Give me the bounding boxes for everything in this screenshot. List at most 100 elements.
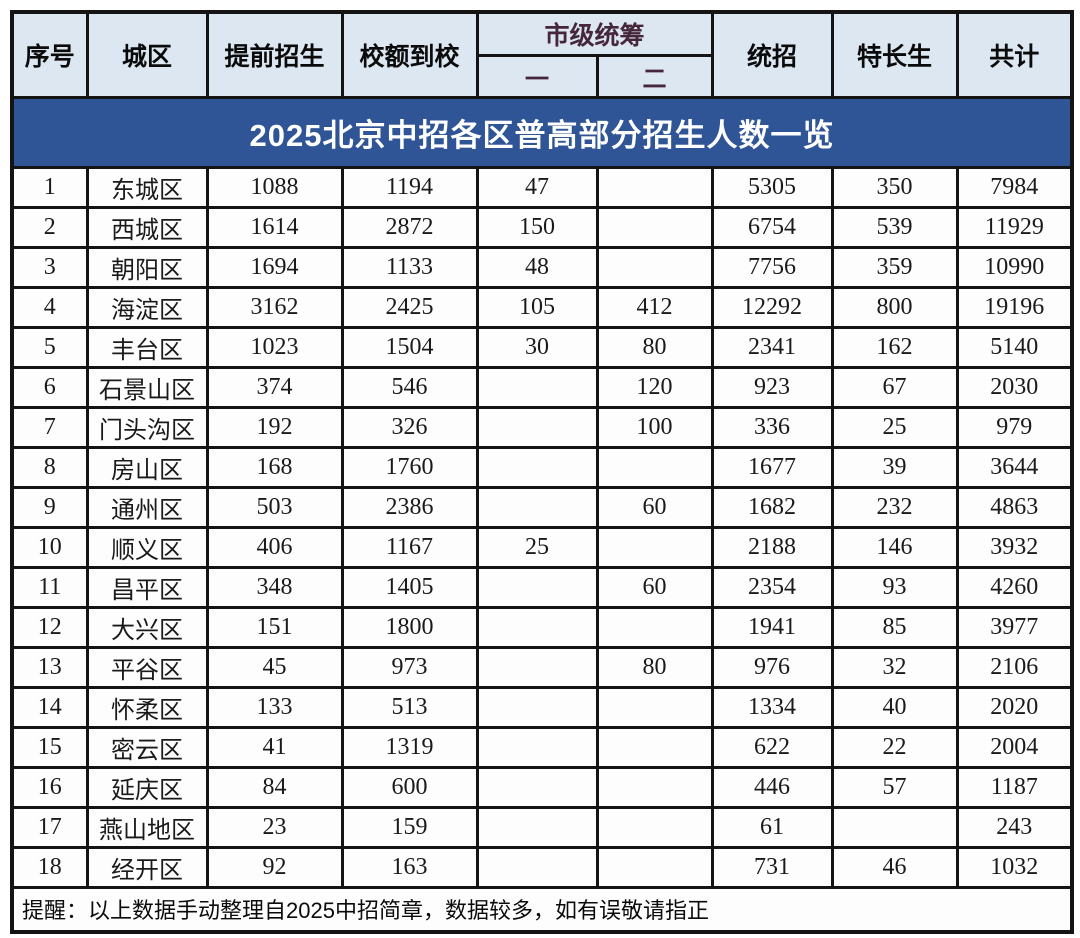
- table-row: 3 朝阳区 1694 1133 48 7756 359 10990: [10, 246, 1074, 289]
- cell-district: 房山区: [85, 446, 209, 489]
- cell-early-admission: 1694: [205, 246, 344, 289]
- cell-early-admission: 151: [205, 606, 344, 649]
- cell-total: 10990: [955, 246, 1074, 289]
- header-unified-admission: 统招: [710, 10, 834, 99]
- cell-school-quota: 1504: [340, 326, 479, 369]
- cell-special-talent: 39: [830, 446, 959, 489]
- cell-total: 2020: [955, 686, 1074, 729]
- header-school-quota: 校额到校: [340, 10, 479, 99]
- cell-city-sub2: 80: [595, 646, 714, 689]
- cell-total: 1032: [955, 846, 1074, 889]
- cell-city-sub2: [595, 686, 714, 729]
- title-section: 2025北京中招各区普高部分招生人数一览: [10, 96, 1074, 169]
- header-district: 城区: [85, 10, 209, 99]
- cell-early-admission: 503: [205, 486, 344, 529]
- cell-school-quota: 973: [340, 646, 479, 689]
- cell-unified-admission: 1682: [710, 486, 834, 529]
- cell-school-quota: 546: [340, 366, 479, 409]
- table-row: 18 经开区 92 163 731 46 1032: [10, 846, 1074, 889]
- cell-special-talent: 32: [830, 646, 959, 689]
- cell-early-admission: 348: [205, 566, 344, 609]
- cell-seq: 1: [10, 166, 89, 209]
- table-row: 10 顺义区 406 1167 25 2188 146 3932: [10, 526, 1074, 569]
- cell-school-quota: 326: [340, 406, 479, 449]
- cell-city-sub1: 48: [475, 246, 599, 289]
- cell-early-admission: 41: [205, 726, 344, 769]
- cell-district: 经开区: [85, 846, 209, 889]
- cell-early-admission: 3162: [205, 286, 344, 329]
- table-row: 2 西城区 1614 2872 150 6754 539 11929: [10, 206, 1074, 249]
- header-city-coordination: 市级统筹: [475, 10, 714, 57]
- admissions-table: 2025北京中招各区普高部分招生人数一览 序号 城区 提前招生 校额到校 市级统…: [10, 10, 1075, 934]
- cell-district: 燕山地区: [85, 806, 209, 849]
- cell-special-talent: 22: [830, 726, 959, 769]
- cell-city-sub1: 105: [475, 286, 599, 329]
- cell-early-admission: 84: [205, 766, 344, 809]
- cell-seq: 13: [10, 646, 89, 689]
- cell-early-admission: 133: [205, 686, 344, 729]
- cell-city-sub2: [595, 846, 714, 889]
- cell-total: 3644: [955, 446, 1074, 489]
- cell-district: 丰台区: [85, 326, 209, 369]
- cell-city-sub2: [595, 206, 714, 249]
- cell-district: 怀柔区: [85, 686, 209, 729]
- title-bar: 2025北京中招各区普高部分招生人数一览: [10, 96, 1074, 169]
- cell-special-talent: 46: [830, 846, 959, 889]
- cell-school-quota: 1405: [340, 566, 479, 609]
- cell-early-admission: 192: [205, 406, 344, 449]
- cell-school-quota: 2872: [340, 206, 479, 249]
- cell-city-sub1: [475, 446, 599, 489]
- table-row: 1 东城区 1088 1194 47 5305 350 7984: [10, 166, 1074, 209]
- cell-special-talent: 40: [830, 686, 959, 729]
- cell-unified-admission: 923: [710, 366, 834, 409]
- cell-city-sub2: 120: [595, 366, 714, 409]
- cell-city-sub1: 150: [475, 206, 599, 249]
- cell-city-sub1: [475, 406, 599, 449]
- cell-total: 979: [955, 406, 1074, 449]
- cell-seq: 5: [10, 326, 89, 369]
- header-early-admission: 提前招生: [205, 10, 344, 99]
- cell-special-talent: 350: [830, 166, 959, 209]
- cell-early-admission: 45: [205, 646, 344, 689]
- cell-city-sub2: 100: [595, 406, 714, 449]
- cell-city-sub1: [475, 566, 599, 609]
- cell-city-sub1: 30: [475, 326, 599, 369]
- cell-district: 西城区: [85, 206, 209, 249]
- cell-special-talent: 232: [830, 486, 959, 529]
- cell-early-admission: 1023: [205, 326, 344, 369]
- table-body: 1 东城区 1088 1194 47 5305 350 7984 2 西城区 1…: [10, 166, 1074, 889]
- cell-unified-admission: 61: [710, 806, 834, 849]
- cell-city-sub2: [595, 606, 714, 649]
- cell-unified-admission: 976: [710, 646, 834, 689]
- cell-city-sub2: 60: [595, 486, 714, 529]
- cell-district: 朝阳区: [85, 246, 209, 289]
- cell-unified-admission: 12292: [710, 286, 834, 329]
- cell-seq: 18: [10, 846, 89, 889]
- cell-city-sub1: [475, 646, 599, 689]
- cell-city-sub1: [475, 766, 599, 809]
- table-row: 7 门头沟区 192 326 100 336 25 979: [10, 406, 1074, 449]
- cell-unified-admission: 446: [710, 766, 834, 809]
- page-title: 2025北京中招各区普高部分招生人数一览: [10, 96, 1074, 169]
- cell-special-talent: [830, 806, 959, 849]
- cell-city-sub1: 25: [475, 526, 599, 569]
- cell-seq: 12: [10, 606, 89, 649]
- cell-total: 4260: [955, 566, 1074, 609]
- cell-school-quota: 2386: [340, 486, 479, 529]
- cell-unified-admission: 6754: [710, 206, 834, 249]
- cell-early-admission: 1088: [205, 166, 344, 209]
- cell-seq: 17: [10, 806, 89, 849]
- cell-total: 3932: [955, 526, 1074, 569]
- header-seq: 序号: [10, 10, 89, 99]
- cell-district: 延庆区: [85, 766, 209, 809]
- cell-unified-admission: 1677: [710, 446, 834, 489]
- cell-early-admission: 1614: [205, 206, 344, 249]
- cell-unified-admission: 2354: [710, 566, 834, 609]
- cell-district: 顺义区: [85, 526, 209, 569]
- cell-unified-admission: 2341: [710, 326, 834, 369]
- cell-district: 密云区: [85, 726, 209, 769]
- cell-unified-admission: 336: [710, 406, 834, 449]
- table-row: 14 怀柔区 133 513 1334 40 2020: [10, 686, 1074, 729]
- cell-total: 2030: [955, 366, 1074, 409]
- cell-city-sub2: 60: [595, 566, 714, 609]
